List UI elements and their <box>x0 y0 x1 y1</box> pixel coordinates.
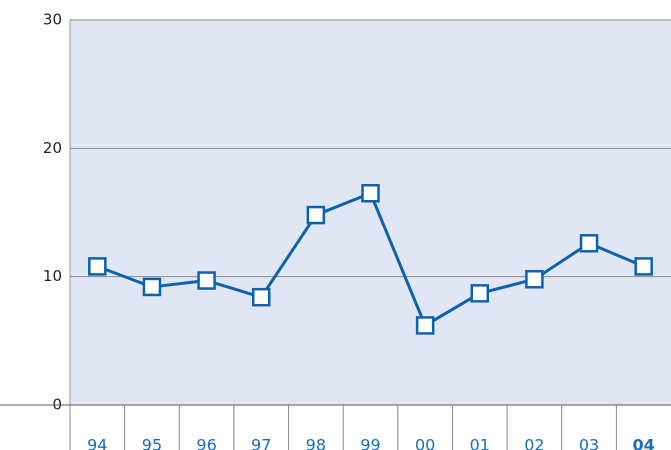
y-tick-label: 30 <box>43 11 62 29</box>
x-tick-label: 97 <box>251 436 271 450</box>
x-tick-label: 95 <box>142 436 162 450</box>
y-tick-label: 20 <box>43 139 62 157</box>
point-marker <box>361 184 380 203</box>
point-marker <box>88 257 107 276</box>
x-tick-label: 99 <box>360 436 380 450</box>
plot-area <box>70 20 671 405</box>
x-tick-label: 02 <box>524 436 544 450</box>
point-marker <box>415 316 435 335</box>
point-marker <box>634 257 653 276</box>
x-tick-label: 04 <box>633 436 655 450</box>
x-tick-label: 94 <box>87 436 107 450</box>
x-tick-label: 01 <box>470 436 490 450</box>
point-marker <box>251 287 271 307</box>
point-marker <box>142 277 162 297</box>
point-marker <box>525 269 544 289</box>
point-marker <box>197 271 216 290</box>
x-tick-label: 98 <box>306 436 326 450</box>
x-tick-label: 00 <box>415 436 435 450</box>
point-marker <box>579 234 599 253</box>
x-tick-label: 03 <box>579 436 599 450</box>
y-tick-label: 10 <box>43 267 62 285</box>
point-marker <box>306 205 326 225</box>
x-tick-label: 96 <box>196 436 216 450</box>
point-marker <box>470 284 490 303</box>
